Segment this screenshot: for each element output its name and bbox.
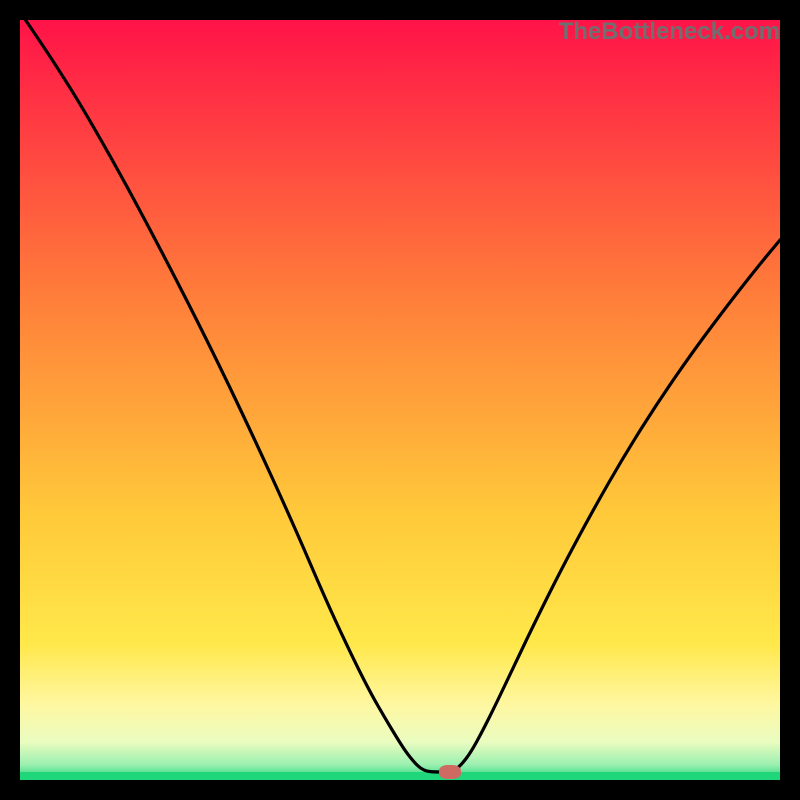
minimum-marker — [439, 765, 461, 779]
gradient-bottom-strip — [20, 772, 780, 780]
watermark-text: TheBottleneck.com — [559, 18, 780, 46]
chart-gradient-background — [20, 20, 780, 780]
